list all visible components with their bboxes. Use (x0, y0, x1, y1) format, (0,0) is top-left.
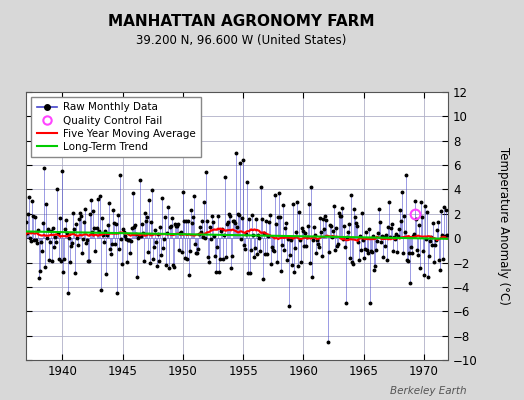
Text: 39.200 N, 96.600 W (United States): 39.200 N, 96.600 W (United States) (136, 34, 346, 47)
Text: Berkeley Earth: Berkeley Earth (390, 386, 466, 396)
Y-axis label: Temperature Anomaly (°C): Temperature Anomaly (°C) (497, 147, 510, 305)
Legend: Raw Monthly Data, Quality Control Fail, Five Year Moving Average, Long-Term Tren: Raw Monthly Data, Quality Control Fail, … (31, 97, 201, 157)
Text: MANHATTAN AGRONOMY FARM: MANHATTAN AGRONOMY FARM (108, 14, 374, 29)
